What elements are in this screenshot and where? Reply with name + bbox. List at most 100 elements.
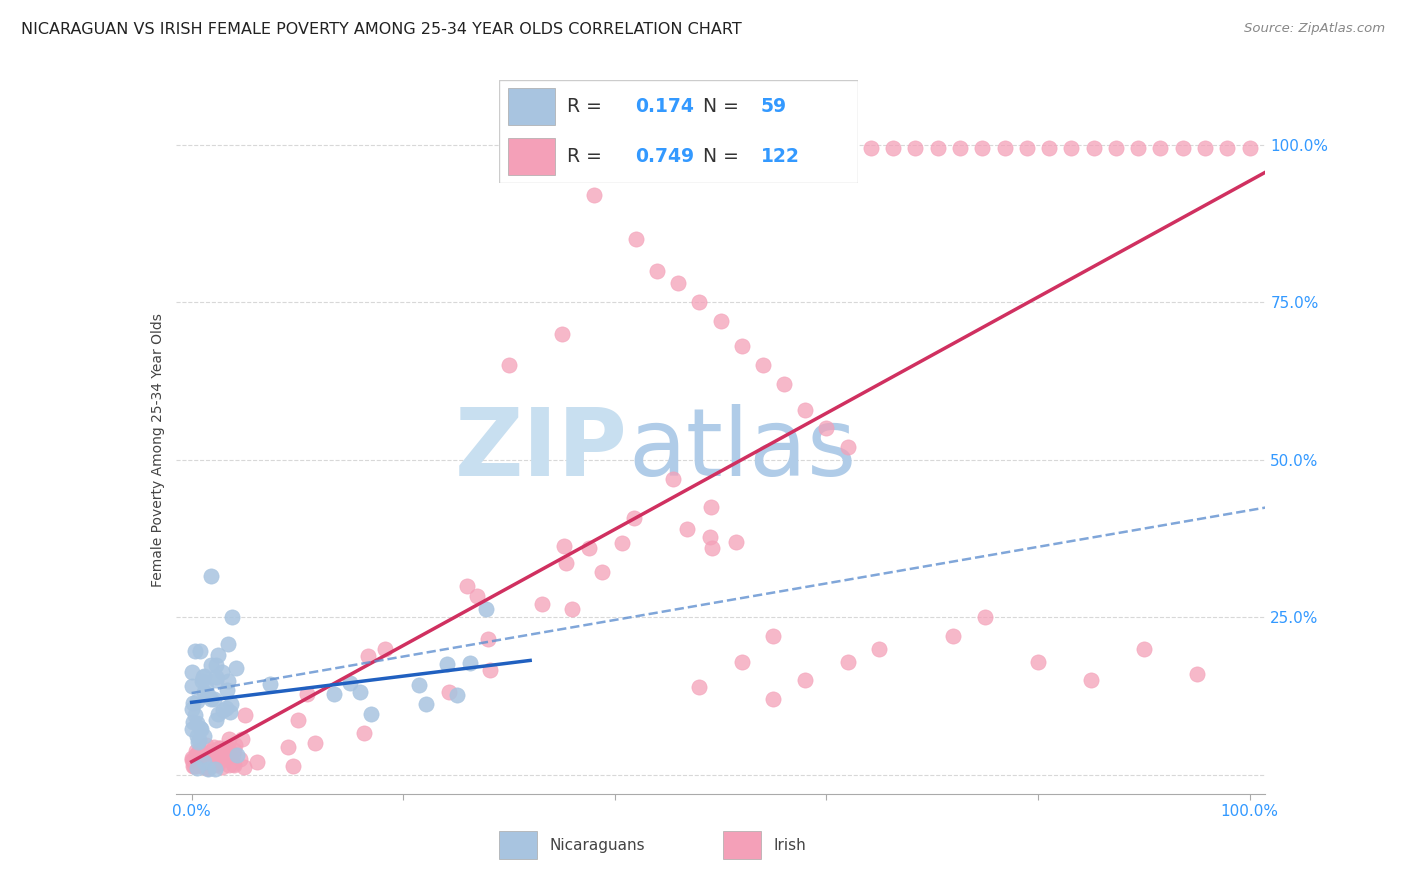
Point	[1171, 141, 1194, 155]
Point	[188, 743, 211, 757]
Point	[1038, 141, 1060, 155]
Point	[436, 657, 458, 672]
Point	[339, 676, 361, 690]
Point	[200, 569, 222, 583]
Point	[231, 731, 253, 746]
Point	[215, 682, 238, 697]
Point	[202, 758, 225, 772]
Point	[498, 359, 520, 373]
Point	[197, 762, 219, 776]
Text: NICARAGUAN VS IRISH FEMALE POVERTY AMONG 25-34 YEAR OLDS CORRELATION CHART: NICARAGUAN VS IRISH FEMALE POVERTY AMONG…	[21, 22, 742, 37]
Point	[1128, 141, 1150, 155]
Point	[1216, 141, 1239, 155]
FancyBboxPatch shape	[723, 831, 761, 859]
Point	[281, 759, 304, 773]
Point	[1132, 642, 1154, 657]
Point	[700, 541, 723, 555]
Point	[699, 530, 721, 544]
Point	[531, 598, 554, 612]
Point	[197, 761, 219, 775]
Point	[181, 759, 204, 773]
Point	[233, 708, 256, 723]
Point	[458, 656, 481, 670]
Point	[675, 523, 697, 537]
Point	[198, 758, 221, 772]
Point	[277, 739, 299, 754]
Point	[193, 729, 215, 743]
Point	[217, 674, 239, 689]
FancyBboxPatch shape	[499, 80, 858, 183]
Point	[323, 687, 346, 701]
Point	[193, 669, 215, 683]
Point	[974, 610, 997, 624]
Point	[259, 677, 281, 691]
Point	[208, 752, 231, 766]
Point	[553, 539, 575, 553]
FancyBboxPatch shape	[508, 137, 555, 175]
Point	[217, 740, 239, 755]
Point	[295, 687, 318, 701]
Point	[1026, 655, 1049, 669]
Point	[181, 679, 204, 693]
Point	[184, 759, 207, 773]
Point	[181, 715, 204, 730]
Point	[287, 713, 309, 727]
Point	[224, 739, 246, 753]
Point	[209, 753, 232, 767]
Point	[221, 610, 243, 624]
Point	[207, 707, 229, 722]
Point	[181, 723, 204, 737]
Point	[349, 685, 371, 699]
Point	[837, 440, 859, 454]
Text: 122: 122	[761, 146, 800, 166]
Point	[591, 565, 613, 579]
Point	[184, 643, 207, 657]
Point	[972, 141, 994, 155]
Point	[200, 691, 222, 706]
Point	[200, 758, 222, 772]
Point	[208, 740, 231, 755]
Point	[1194, 141, 1216, 155]
Point	[211, 760, 233, 774]
Point	[624, 232, 647, 246]
Point	[815, 141, 838, 155]
Point	[794, 402, 817, 417]
Point	[207, 648, 229, 662]
Point	[186, 694, 208, 708]
Point	[837, 655, 859, 669]
Point	[218, 732, 240, 747]
Point	[181, 665, 204, 680]
FancyBboxPatch shape	[499, 831, 537, 859]
Point	[551, 326, 574, 341]
Point	[949, 141, 972, 155]
Point	[193, 755, 215, 769]
Point	[181, 753, 204, 767]
Point	[193, 685, 215, 699]
Point	[191, 670, 214, 684]
Point	[699, 500, 721, 514]
Text: 59: 59	[761, 97, 787, 117]
Point	[357, 648, 380, 663]
Point	[193, 760, 215, 774]
Point	[194, 748, 217, 763]
Point	[197, 761, 219, 775]
Point	[181, 697, 204, 711]
Point	[191, 674, 214, 689]
Point	[645, 264, 668, 278]
Point	[762, 692, 785, 706]
Point	[219, 697, 242, 711]
Point	[477, 632, 499, 646]
Point	[838, 141, 860, 155]
Point	[186, 716, 208, 731]
Point	[478, 664, 501, 678]
Point	[211, 665, 233, 679]
Point	[190, 756, 212, 770]
Point	[181, 751, 204, 765]
Point	[218, 757, 240, 772]
Point	[186, 735, 208, 749]
Point	[578, 541, 600, 555]
Point	[752, 359, 775, 373]
Point	[205, 754, 228, 768]
Point	[205, 753, 228, 767]
Point	[623, 511, 645, 525]
